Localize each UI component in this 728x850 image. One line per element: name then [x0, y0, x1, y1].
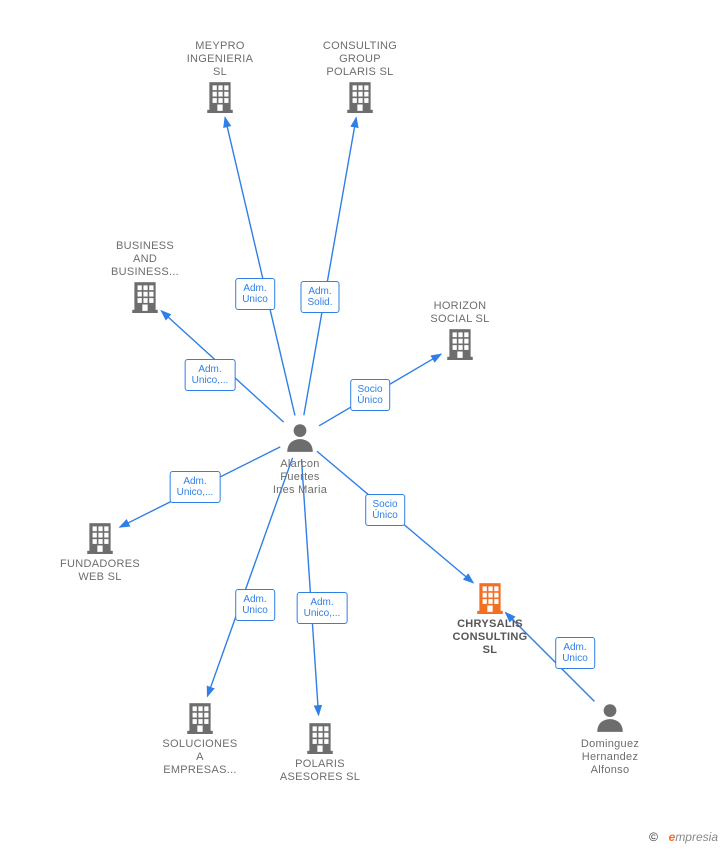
node-label: MEYPROINGENIERIASL: [160, 40, 280, 79]
node-label: CONSULTINGGROUPPOLARIS SL: [300, 40, 420, 79]
building-icon: [303, 720, 337, 754]
node-label: AlarconFuertesInes Maria: [240, 458, 360, 497]
node-chrysalis: CHRYSALISCONSULTINGSL: [430, 580, 550, 657]
edge-label: Socio Único: [350, 379, 390, 411]
edge-label: Adm. Unico,...: [297, 592, 348, 624]
node-horizon: HORIZONSOCIAL SL: [400, 300, 520, 364]
edge-line: [225, 118, 295, 416]
node-fundadores: FUNDADORESWEB SL: [40, 520, 160, 584]
node-business: BUSINESSANDBUSINESS...: [85, 240, 205, 317]
person-icon: [283, 420, 317, 454]
node-label: POLARISASESORES SL: [260, 758, 380, 784]
edge-label: Adm. Unico: [235, 589, 275, 621]
building-icon: [203, 79, 237, 113]
edge-label: Adm. Solid.: [300, 281, 339, 313]
node-label: CHRYSALISCONSULTINGSL: [430, 618, 550, 657]
edge-line: [304, 118, 356, 415]
building-icon: [83, 520, 117, 554]
node-label: SOLUCIONESAEMPRESAS...: [140, 738, 260, 777]
edge-label: Adm. Unico: [235, 278, 275, 310]
node-label: HORIZONSOCIAL SL: [400, 300, 520, 326]
node-label: BUSINESSANDBUSINESS...: [85, 240, 205, 279]
edge-line: [301, 459, 318, 715]
node-meypro: MEYPROINGENIERIASL: [160, 40, 280, 117]
person-icon: [593, 700, 627, 734]
edge-label: Adm. Unico,...: [170, 471, 221, 503]
brand-rest: mpresia: [675, 830, 718, 844]
building-icon: [443, 326, 477, 360]
building-icon: [473, 580, 507, 614]
edge-label: Adm. Unico,...: [185, 359, 236, 391]
node-alarcon: AlarconFuertesInes Maria: [240, 420, 360, 497]
diagram-stage: AlarconFuertesInes Maria MEYPROINGENIERIA…: [0, 0, 728, 850]
building-icon: [183, 700, 217, 734]
building-icon: [128, 279, 162, 313]
node-consulting: CONSULTINGGROUPPOLARIS SL: [300, 40, 420, 117]
node-label: FUNDADORESWEB SL: [40, 558, 160, 584]
building-icon: [343, 79, 377, 113]
node-dominguez: DominguezHernandezAlfonso: [550, 700, 670, 777]
edge-label: Socio Único: [365, 494, 405, 526]
node-polaris: POLARISASESORES SL: [260, 720, 380, 784]
node-label: DominguezHernandezAlfonso: [550, 738, 670, 777]
node-soluciones: SOLUCIONESAEMPRESAS...: [140, 700, 260, 777]
copyright-symbol: ©: [649, 830, 658, 844]
edge-label: Adm. Unico: [555, 637, 595, 669]
watermark: © empresia: [649, 830, 718, 844]
